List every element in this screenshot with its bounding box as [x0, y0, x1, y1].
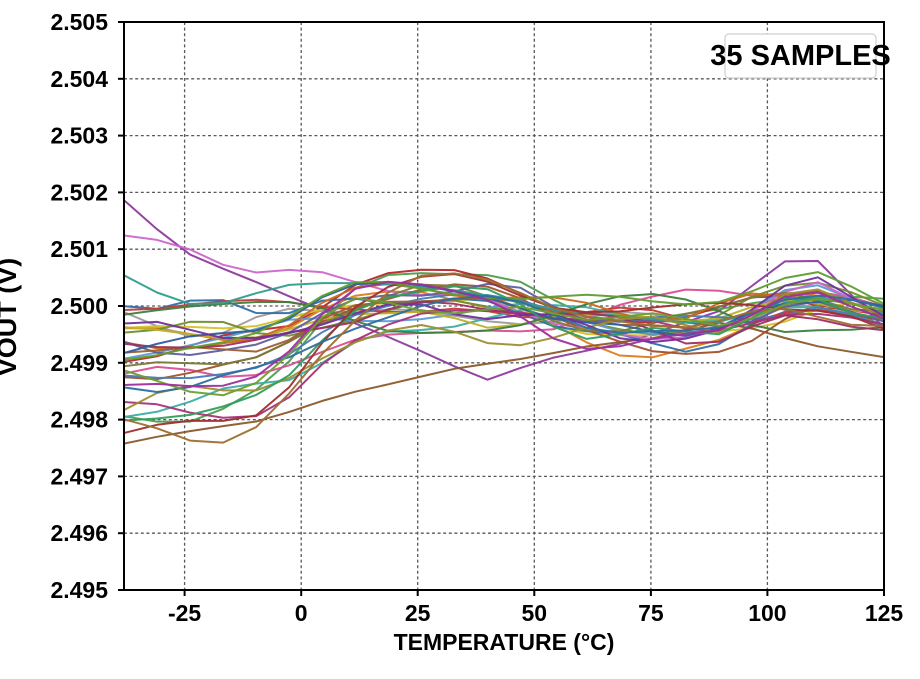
svg-text:2.504: 2.504: [50, 66, 108, 92]
svg-text:2.496: 2.496: [50, 520, 108, 546]
svg-text:2.502: 2.502: [50, 179, 108, 205]
svg-text:-25: -25: [168, 600, 201, 626]
svg-text:2.501: 2.501: [50, 236, 108, 262]
svg-text:2.499: 2.499: [50, 350, 108, 376]
svg-text:2.505: 2.505: [50, 9, 108, 35]
svg-text:2.498: 2.498: [50, 407, 108, 433]
svg-text:35 SAMPLES: 35 SAMPLES: [710, 40, 891, 72]
svg-text:75: 75: [638, 600, 664, 626]
svg-text:25: 25: [405, 600, 431, 626]
svg-text:TEMPERATURE (°C): TEMPERATURE (°C): [394, 629, 615, 655]
svg-text:2.497: 2.497: [50, 463, 108, 489]
svg-text:100: 100: [748, 600, 786, 626]
svg-text:125: 125: [865, 600, 904, 626]
svg-text:2.495: 2.495: [50, 577, 108, 603]
svg-text:VOUT (V): VOUT (V): [0, 258, 22, 377]
svg-text:2.500: 2.500: [50, 293, 108, 319]
svg-text:0: 0: [295, 600, 308, 626]
svg-text:50: 50: [522, 600, 548, 626]
svg-text:2.503: 2.503: [50, 123, 108, 149]
